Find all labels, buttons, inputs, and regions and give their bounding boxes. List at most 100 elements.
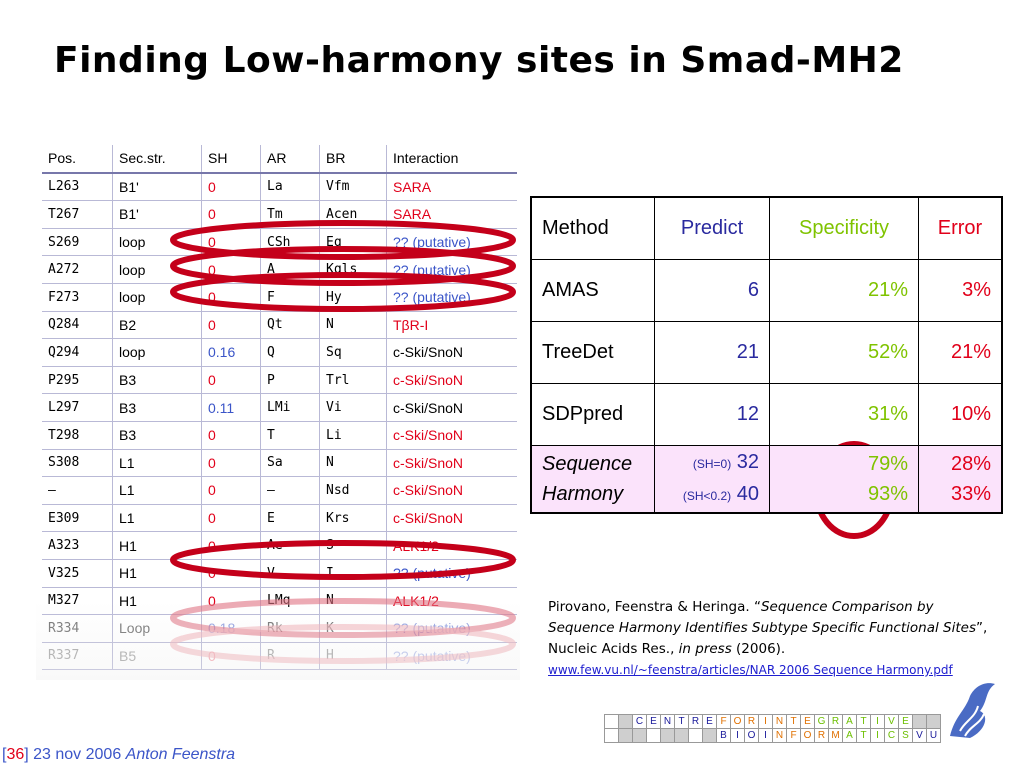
cell-br: Vfm — [319, 172, 387, 202]
cell-sh: 0.11 — [201, 393, 261, 422]
citation-journal: ”, Nucleic Acids Res., — [548, 620, 988, 657]
cell-ar: V — [260, 559, 320, 588]
cell-ar: F — [260, 283, 320, 312]
cell-pos: F273 — [42, 283, 113, 312]
cell-interaction: ?? (putative) — [386, 614, 517, 643]
table-row: V325 H1 0 V I?? (putative) — [42, 559, 517, 588]
table-row: T267 B1' 0 Tm Acen SARA — [42, 200, 517, 229]
method-name-line2: Harmony — [542, 483, 624, 505]
cell-pos: P295 — [42, 366, 113, 395]
err-sh0: 28% — [950, 453, 991, 475]
logo-grid-cell: N — [772, 714, 787, 729]
col-ar: AR — [260, 145, 320, 174]
logo-grid-cell — [618, 714, 633, 729]
method-name: SDPpred — [530, 383, 655, 446]
logo-grid-cell — [912, 714, 927, 729]
logo-grid-cell — [618, 728, 633, 743]
cell-pos: T267 — [42, 200, 113, 229]
logo-grid-cell: V — [884, 714, 899, 729]
table-row: M327 H1 0 LMq N ALK1/2 — [42, 587, 517, 616]
logo-grid-cell: B — [716, 728, 731, 743]
predict-value: 12 — [654, 383, 770, 446]
cell-ar: P — [260, 366, 320, 395]
cell-pos: S308 — [42, 449, 113, 478]
logo-grid-cell — [646, 728, 661, 743]
logo-grid-cell — [926, 714, 941, 729]
logo-grid-cell: A — [842, 714, 857, 729]
logo-grid-cell — [632, 728, 647, 743]
cell-ar: Rk — [260, 614, 320, 643]
cell-sh: 0 — [201, 504, 261, 533]
cell-ar: E — [260, 504, 320, 533]
col-error: Error — [918, 196, 1003, 260]
table-row: A272 loop 0 A Kqls?? (putative) — [42, 255, 517, 284]
cell-pos: – — [42, 476, 113, 505]
cell-interaction: ALK1/2 — [386, 531, 517, 560]
method-row-treedet: TreeDet 21 52% 21% — [530, 321, 1003, 384]
logo-grid-cell — [604, 728, 619, 743]
cell-br: N — [319, 449, 387, 478]
table-row: A323 H1 0 Ae S ALK1/2 — [42, 531, 517, 560]
cell-sec-str: Loop — [112, 614, 202, 643]
cell-br: N — [319, 587, 387, 616]
logo-grid-cell: G — [814, 714, 829, 729]
cell-sh: 0 — [201, 311, 261, 340]
cell-sec-str: B3 — [112, 366, 202, 395]
cell-sh: 0 — [201, 172, 261, 202]
specificity-value: 79% 93% — [769, 445, 919, 514]
col-interaction: Interaction — [386, 145, 517, 174]
logo-grid-cell: I — [870, 728, 885, 743]
table-row: Q294 loop 0.16 Q Sq c-Ski/SnoN — [42, 338, 517, 367]
method-row-amas: AMAS 6 21% 3% — [530, 259, 1003, 322]
predict-sh0: 32 — [736, 451, 759, 473]
cell-br: Hy — [319, 283, 387, 312]
cell-sec-str: B3 — [112, 421, 202, 450]
method-header: Method — [542, 217, 609, 239]
cell-pos: R337 — [42, 642, 113, 671]
logo-grid-cell: O — [730, 714, 745, 729]
logo-grid-cell: I — [758, 728, 773, 743]
low-harmony-sites-table: Pos. Sec.str. SH AR BR Interaction L263 B… — [42, 145, 517, 671]
cell-pos: M327 — [42, 587, 113, 616]
cell-br: I — [319, 559, 387, 588]
cell-interaction: ?? (putative) — [386, 283, 517, 312]
logo-grid-cell: F — [786, 728, 801, 743]
cell-ar: CSh — [260, 228, 320, 257]
cell-sh: 0 — [201, 283, 261, 312]
specificity-value: 31% — [769, 383, 919, 446]
slide-title: Finding Low-harmony sites in Smad-MH2 — [54, 40, 904, 81]
cell-br: Kqls — [319, 255, 387, 284]
cell-ar: Tm — [260, 200, 320, 229]
citation-link[interactable]: www.few.vu.nl/~feenstra/articles/NAR 200… — [548, 663, 953, 677]
cell-sec-str: L1 — [112, 449, 202, 478]
slide-number: 36 — [6, 746, 25, 763]
cell-ar: LMi — [260, 393, 320, 422]
col-method: Method — [530, 196, 655, 260]
cell-sec-str: loop — [112, 283, 202, 312]
spec-sh0: 79% — [867, 453, 908, 475]
cell-interaction: c-Ski/SnoN — [386, 449, 517, 478]
logo-grid-cell: C — [632, 714, 647, 729]
cell-interaction: c-Ski/SnoN — [386, 504, 517, 533]
table-row: T298 B3 0 T Li c-Ski/SnoN — [42, 421, 517, 450]
cell-sh: 0 — [201, 642, 261, 671]
method-header-row: Method Predict Specificity Error — [530, 196, 1003, 260]
error-value: 10% — [918, 383, 1003, 446]
table-row: P295 B3 0 P Trl c-Ski/SnoN — [42, 366, 517, 395]
predict-value: 21 — [654, 321, 770, 384]
cell-interaction: ?? (putative) — [386, 255, 517, 284]
logo-grid-cell: C — [884, 728, 899, 743]
logo-grid-cell: U — [926, 728, 941, 743]
table-row: Q284 B2 0 Qt N TβR-I — [42, 311, 517, 340]
cell-br: Nsd — [319, 476, 387, 505]
citation: Pirovano, Feenstra & Heringa. “Sequence … — [548, 597, 998, 681]
cell-sec-str: L1 — [112, 476, 202, 505]
logo-grid-cell: E — [646, 714, 661, 729]
cell-ar: A — [260, 255, 320, 284]
specificity-value: 52% — [769, 321, 919, 384]
cell-sh: 0 — [201, 366, 261, 395]
cell-br: Trl — [319, 366, 387, 395]
cell-ar: T — [260, 421, 320, 450]
